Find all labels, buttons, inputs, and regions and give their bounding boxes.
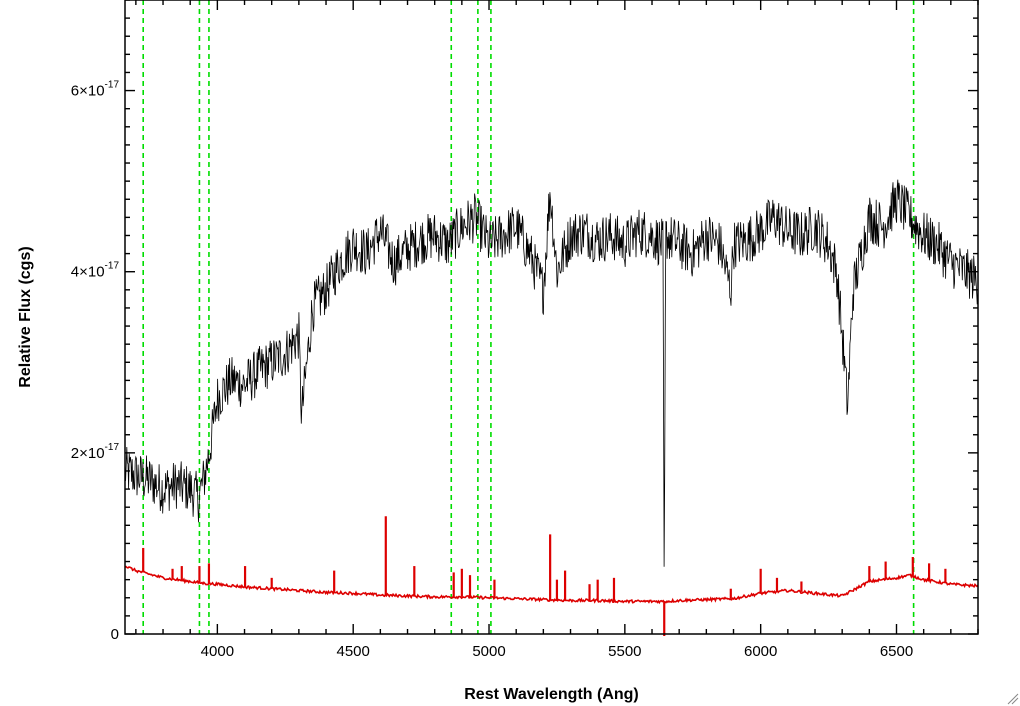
y-tick-label: 6×10-17 <box>71 80 120 100</box>
x-tick-label: 6500 <box>880 643 913 660</box>
x-tick-label: 5000 <box>472 643 505 660</box>
series-line-1 <box>124 565 979 605</box>
x-tick-label: 4000 <box>201 643 234 660</box>
y-tick-label: 0 <box>111 626 119 643</box>
series-layer <box>124 179 979 636</box>
resize-grip-icon[interactable] <box>1007 693 1019 705</box>
x-tick-label: 6000 <box>744 643 777 660</box>
series-line-0 <box>124 179 979 567</box>
y-tick-label: 4×10-17 <box>71 261 120 281</box>
x-tick-label: 5500 <box>608 643 641 660</box>
x-axis-label: Rest Wavelength (Ang) <box>464 686 639 703</box>
y-axis: 0 2×10-17 4×10-17 6×10-17 <box>71 0 978 643</box>
y-tick-label: 2×10-17 <box>71 442 120 462</box>
y-axis-label: Relative Flux (cgs) <box>17 246 34 387</box>
x-tick-label: 4500 <box>337 643 370 660</box>
plot-frame <box>124 0 979 635</box>
x-axis: 4000 4500 5000 5500 6000 6500 <box>135 0 979 660</box>
reference-lines <box>142 0 915 634</box>
